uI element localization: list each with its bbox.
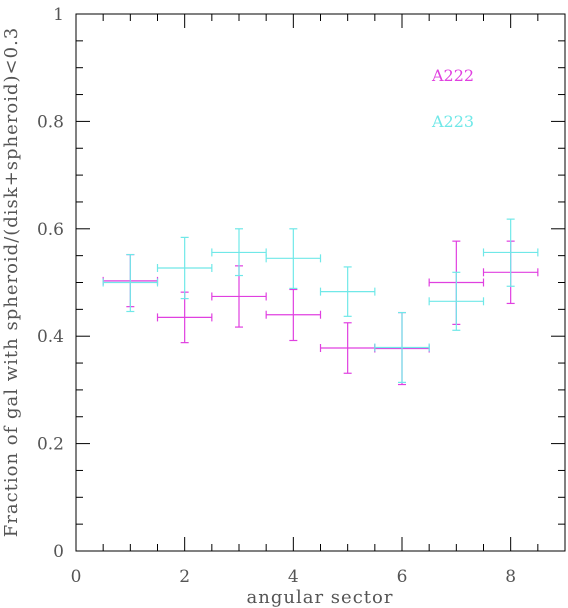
data-point — [482, 218, 539, 287]
data-point — [428, 271, 485, 331]
y-tick-label: 0.8 — [37, 112, 64, 132]
data-point — [211, 228, 267, 277]
data-point — [265, 288, 322, 342]
data-point — [265, 228, 322, 290]
y-axis-title: Fraction of gal with spheroid/(disk+sphe… — [1, 27, 22, 538]
legend-entry-a222: A222 — [431, 66, 474, 85]
y-tick-label: 0 — [53, 542, 64, 562]
x-tick-label: 6 — [397, 567, 408, 587]
data-point — [156, 236, 213, 300]
series-a223 — [102, 218, 539, 383]
data-point — [156, 291, 213, 344]
data-point — [374, 311, 430, 383]
x-axis-title: angular sector — [247, 587, 394, 608]
legend-entry-a223: A223 — [431, 112, 474, 131]
data-point — [102, 253, 159, 313]
series-layer — [102, 218, 539, 386]
y-tick-label: 0.2 — [37, 435, 64, 455]
data-point — [319, 322, 376, 374]
x-tick-label: 8 — [505, 567, 516, 587]
y-tick-label: 0.4 — [37, 327, 64, 347]
data-point — [319, 266, 376, 317]
x-tick-label: 0 — [71, 567, 82, 587]
y-tick-label: 0.6 — [37, 220, 64, 240]
axis-ticks — [75, 13, 566, 552]
series-a222 — [102, 240, 539, 386]
axis-tick-labels: 0 2 4 6 8 0 0.2 0.4 0.6 0.8 1 — [37, 5, 516, 587]
x-tick-label: 4 — [288, 567, 299, 587]
x-tick-label: 2 — [179, 567, 190, 587]
y-tick-label: 1 — [53, 5, 64, 25]
